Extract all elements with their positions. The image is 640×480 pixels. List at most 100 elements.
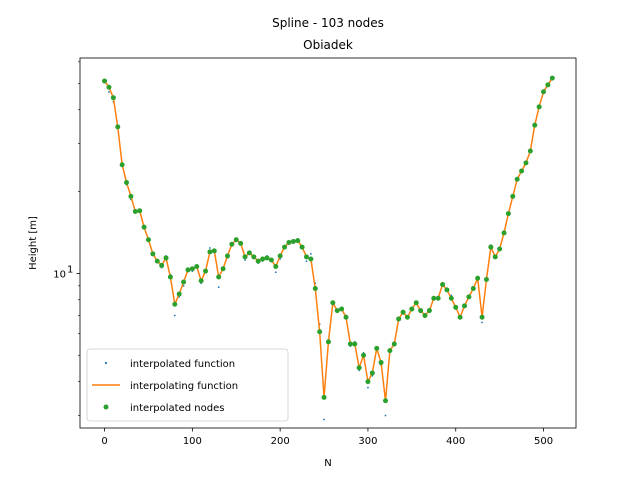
legend-node-marker bbox=[103, 404, 109, 410]
node-marker bbox=[426, 308, 432, 314]
node-marker bbox=[391, 341, 397, 347]
node-marker bbox=[233, 237, 239, 243]
y-axis-label: Height [m] bbox=[28, 216, 39, 270]
node-marker bbox=[128, 193, 134, 199]
node-marker bbox=[299, 244, 305, 250]
node-marker bbox=[282, 244, 288, 250]
node-marker bbox=[404, 314, 410, 320]
node-marker bbox=[492, 254, 498, 260]
node-marker bbox=[440, 282, 446, 288]
node-marker bbox=[387, 348, 393, 354]
node-marker bbox=[277, 253, 283, 259]
node-marker bbox=[194, 264, 200, 270]
node-marker bbox=[505, 211, 511, 217]
node-marker bbox=[457, 314, 463, 320]
legend: interpolated function interpolating func… bbox=[86, 348, 289, 422]
node-marker bbox=[229, 241, 235, 247]
node-marker bbox=[483, 276, 489, 282]
legend-label-interpolating-function: interpolating function bbox=[130, 381, 238, 392]
node-marker bbox=[422, 313, 428, 319]
node-marker bbox=[172, 301, 178, 307]
node-marker bbox=[224, 253, 230, 259]
node-marker bbox=[356, 365, 362, 371]
node-marker bbox=[488, 244, 494, 250]
node-marker bbox=[325, 339, 331, 345]
legend-dot-marker bbox=[104, 361, 108, 365]
node-marker bbox=[510, 193, 516, 199]
node-marker bbox=[290, 239, 296, 245]
node-marker bbox=[159, 262, 165, 268]
legend-label-interpolated-nodes: interpolated nodes bbox=[130, 403, 224, 414]
function-point bbox=[244, 259, 246, 261]
node-marker bbox=[308, 256, 314, 262]
node-marker bbox=[203, 268, 209, 274]
node-marker bbox=[150, 251, 156, 257]
y-axis: 10 1 bbox=[53, 61, 80, 416]
x-tick-label: 400 bbox=[446, 436, 465, 447]
node-marker bbox=[207, 249, 213, 255]
node-marker bbox=[312, 286, 318, 292]
plot-area bbox=[102, 75, 555, 421]
node-marker bbox=[448, 295, 454, 301]
node-marker bbox=[260, 256, 266, 262]
node-marker bbox=[418, 308, 424, 314]
function-point bbox=[217, 286, 220, 289]
node-marker bbox=[343, 314, 349, 320]
axes-frame bbox=[79, 57, 577, 429]
node-marker bbox=[369, 370, 375, 376]
node-marker bbox=[501, 230, 507, 236]
node-marker bbox=[189, 266, 195, 272]
node-marker bbox=[347, 341, 353, 347]
x-tick-label: 100 bbox=[183, 436, 202, 447]
node-marker bbox=[532, 122, 538, 128]
node-marker bbox=[339, 306, 345, 312]
node-marker bbox=[220, 266, 226, 272]
function-point bbox=[384, 414, 387, 417]
x-axis: 0 100 200 300 400 500 bbox=[101, 428, 553, 447]
node-marker bbox=[514, 176, 520, 182]
node-marker bbox=[268, 257, 274, 263]
node-marker bbox=[264, 255, 270, 261]
node-marker bbox=[167, 274, 173, 280]
node-marker bbox=[115, 124, 121, 130]
node-marker bbox=[110, 95, 116, 101]
node-marker bbox=[211, 248, 217, 254]
node-marker bbox=[137, 208, 143, 214]
x-tick-label: 0 bbox=[101, 436, 107, 447]
function-point bbox=[173, 314, 176, 317]
function-point bbox=[481, 321, 483, 324]
node-marker bbox=[519, 168, 525, 174]
function-point bbox=[323, 418, 325, 421]
node-marker bbox=[238, 240, 244, 246]
node-marker bbox=[181, 279, 187, 285]
x-axis-label: N bbox=[324, 458, 331, 469]
legend-box bbox=[86, 348, 289, 422]
function-point bbox=[305, 260, 308, 262]
node-marker bbox=[317, 329, 323, 335]
node-marker bbox=[435, 295, 441, 301]
node-marker bbox=[409, 306, 415, 312]
function-point bbox=[108, 91, 110, 93]
x-tick-label: 500 bbox=[534, 436, 553, 447]
node-marker bbox=[361, 352, 367, 358]
node-marker bbox=[176, 291, 182, 297]
function-point bbox=[274, 271, 277, 274]
node-marker bbox=[378, 360, 384, 366]
node-marker bbox=[141, 224, 147, 230]
function-point bbox=[182, 284, 185, 287]
node-marker bbox=[470, 286, 476, 292]
x-tick-label: 200 bbox=[271, 436, 290, 447]
node-marker bbox=[334, 308, 340, 314]
node-marker bbox=[374, 345, 380, 351]
legend-label-interpolated-function: interpolated function bbox=[130, 359, 235, 370]
node-marker bbox=[400, 309, 406, 315]
node-marker bbox=[145, 237, 151, 243]
node-marker bbox=[124, 179, 130, 185]
node-marker bbox=[216, 274, 222, 280]
node-marker bbox=[303, 254, 309, 260]
node-marker bbox=[413, 300, 419, 306]
node-marker bbox=[536, 104, 542, 110]
function-point bbox=[309, 252, 312, 255]
y-tick-label: 10 bbox=[53, 269, 66, 280]
